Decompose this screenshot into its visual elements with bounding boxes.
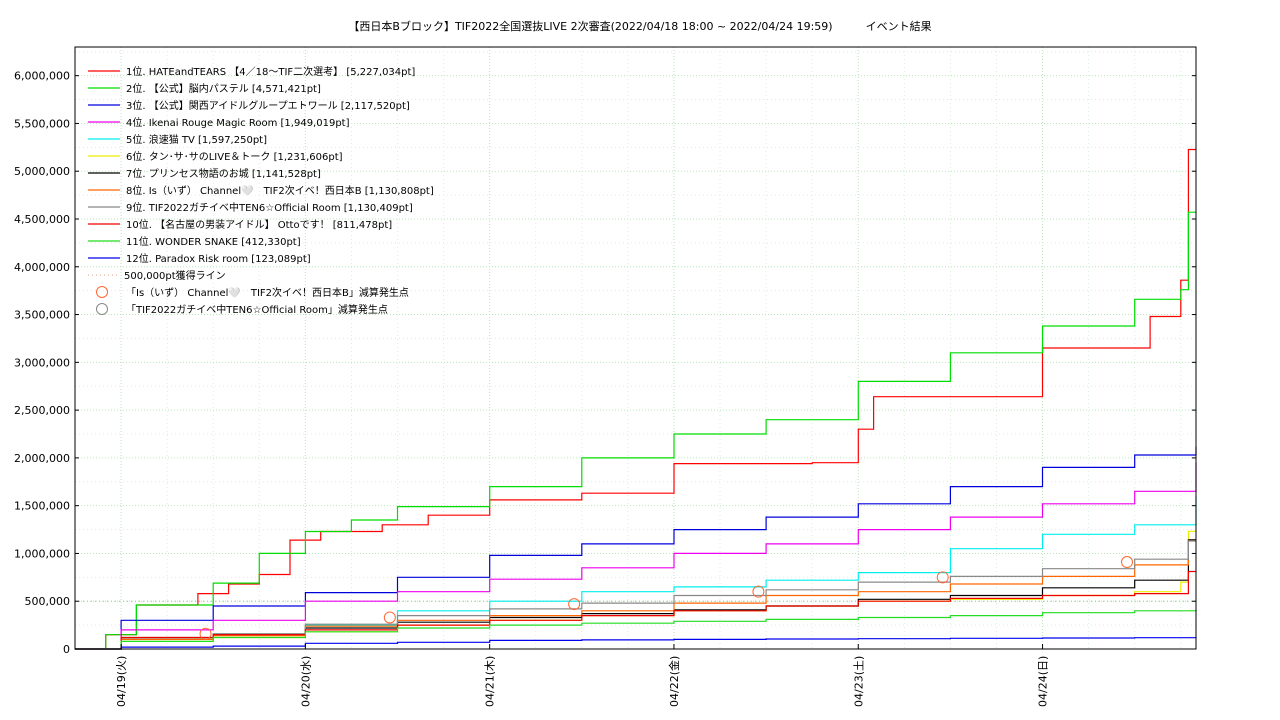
- legend-label-8: 8位. Is（いず） Channel🤍 TIF2次イベ！西日本B [1,130,…: [126, 184, 434, 197]
- legend-label-3: 3位. 【公式】関西アイドルグループエトワール [2,117,520pt]: [126, 99, 410, 112]
- deduction-marker-1: [568, 598, 581, 611]
- series-line-5: [75, 496, 1197, 650]
- legend: 1位. HATEandTEARS 【4／18〜TIF二次選考】 [5,227,0…: [88, 65, 434, 316]
- x-tick-label: 04/22(金): [667, 656, 681, 707]
- series-line-1: [75, 148, 1196, 650]
- y-axis: 0 500,000 1,000,000 1,500,000 2,000,000 2,500…: [14, 70, 1196, 656]
- plot-frame: [74, 46, 1197, 650]
- series-line-11: [75, 609, 1197, 650]
- y-tick-label: 1,000,000: [14, 547, 70, 560]
- legend-label-4: 4位. Ikenai Rouge Magic Room [1,949,019pt…: [126, 116, 350, 129]
- deduction-marker-1: [752, 585, 765, 598]
- deduction-marker-1: [936, 571, 949, 584]
- x-tick-label: 04/20(水): [299, 656, 312, 707]
- y-tick-label: 5,000,000: [14, 165, 70, 178]
- legend-label-7: 7位. プリンセス物語のお城 [1,141,528pt]: [126, 167, 321, 180]
- legend-marker-2: [96, 303, 108, 315]
- y-tick-label: 3,500,000: [14, 309, 70, 322]
- series-line-3: [75, 446, 1197, 650]
- deduction-marker-1: [199, 627, 212, 640]
- y-tick-label: 6,000,000: [14, 70, 70, 83]
- series-layer: [75, 148, 1197, 650]
- x-tick-label: 04/19(火): [115, 656, 128, 707]
- marker-layer: [199, 556, 1134, 640]
- x-tick-label: 04/23(土): [852, 656, 865, 707]
- deduction-marker-1: [1121, 556, 1134, 569]
- series-line-7: [75, 539, 1196, 650]
- series-line-9: [75, 540, 1196, 650]
- series-line-12: [75, 637, 1197, 650]
- legend-label-12: 12位. Paradox Risk room [123,089pt]: [126, 252, 311, 265]
- x-tick-label: 04/24(日): [1037, 656, 1050, 707]
- chart-title: 【西日本Bブロック】TIF2022全国選抜LIVE 2次審査(2022/04/1…: [348, 19, 931, 33]
- legend-marker-label-1: 「Is（いず） Channel🤍 TIF2次イベ！西日本B」減算発生点: [126, 286, 409, 299]
- y-tick-label: 5,500,000: [14, 117, 70, 130]
- y-tick-label: 2,500,000: [14, 404, 70, 417]
- series-line-2: [75, 211, 1196, 650]
- legend-marker-label-2: 「TIF2022ガチイベ中TEN6☆Official Room」減算発生点: [126, 303, 388, 316]
- deduction-marker-1: [383, 611, 396, 624]
- y-tick-label: 4,000,000: [14, 261, 70, 274]
- legend-marker-1: [96, 286, 108, 298]
- x-axis: 04/19(火) 04/20(水) 04/21(木) 04/22(金) 04/23(土)…: [115, 644, 1050, 707]
- legend-label-2: 2位. 【公式】脳内パステル [4,571,421pt]: [126, 82, 321, 95]
- legend-label-11: 11位. WONDER SNAKE [412,330pt]: [126, 235, 301, 248]
- grid: [75, 47, 1196, 650]
- legend-label-5: 5位. 浪速猫 TV [1,597,250pt]: [126, 133, 267, 146]
- y-tick-label: 3,000,000: [14, 356, 70, 369]
- y-tick-label: 2,000,000: [14, 452, 70, 465]
- y-tick-label: 1,500,000: [14, 500, 70, 513]
- legend-label-9: 9位. TIF2022ガチイベ中TEN6☆Official Room [1,13…: [126, 201, 413, 214]
- y-tick-label: 0: [63, 643, 70, 656]
- series-line-10: [75, 570, 1196, 650]
- legend-label-6: 6位. タン･サ･サのLIVE＆トーク [1,231,606pt]: [126, 150, 343, 163]
- series-line-4: [75, 462, 1197, 650]
- legend-label-1: 1位. HATEandTEARS 【4／18〜TIF二次選考】 [5,227,0…: [126, 65, 415, 78]
- series-line-8: [75, 540, 1196, 650]
- legend-label-10: 10位. 【名古屋の男装アイドル】 Ottoです！ [811,478pt]: [126, 218, 392, 231]
- y-tick-label: 500,000: [25, 595, 71, 608]
- x-tick-label: 04/21(木): [484, 656, 497, 707]
- legend-label-threshold: 500,000pt獲得ライン: [124, 269, 226, 282]
- y-tick-label: 4,500,000: [14, 213, 70, 226]
